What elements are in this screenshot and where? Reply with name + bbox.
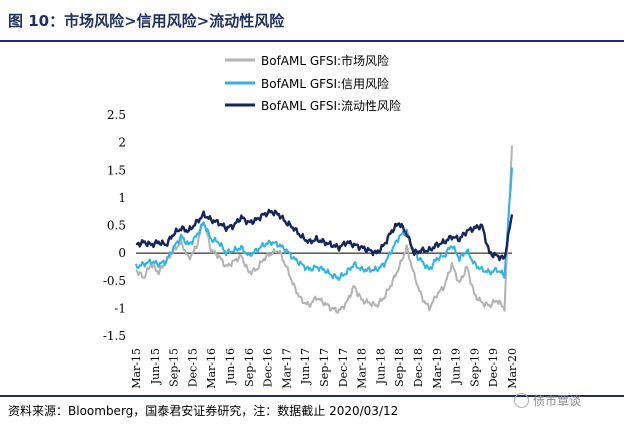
y-tick-label: 1 [118, 191, 126, 205]
y-tick-label: -0.5 [103, 274, 126, 288]
watermark-text: 债市覃谈 [533, 394, 582, 408]
x-tick-label: Jun-19 [450, 348, 463, 385]
y-tick-label: 2 [118, 136, 126, 150]
x-tick-label: Jun-15 [149, 348, 162, 385]
y-tick-label: -1 [114, 301, 126, 315]
source-note: 资料来源：Bloomberg，国泰君安证券研究，注：数据截止 2020/03/1… [8, 404, 399, 418]
x-tick-label: Dec-18 [412, 348, 425, 387]
legend-label: BofAML GFSI:市场风险 [261, 53, 389, 68]
figure-title: 图 10：市场风险>信用风险>流动性风险 [8, 12, 285, 30]
x-tick-label: Mar-20 [506, 348, 519, 389]
x-tick-label: Dec-16 [262, 348, 275, 387]
y-tick-label: -1.5 [103, 329, 126, 343]
x-tick-label: Sep-15 [168, 348, 181, 387]
x-tick-label: Mar-16 [205, 348, 218, 389]
x-tick-label: Mar-19 [431, 348, 444, 389]
series-line [135, 145, 513, 314]
x-tick-label: Dec-19 [487, 348, 500, 387]
series-line [135, 167, 513, 282]
x-tick-label: Sep-17 [318, 348, 331, 387]
legend-label: BofAML GFSI:流动性风险 [261, 98, 401, 113]
y-tick-label: 0.5 [107, 219, 126, 233]
x-tick-label: Mar-15 [130, 348, 143, 389]
x-tick-label: Mar-18 [356, 348, 369, 389]
line-chart: -1.5 -1 -0.5 0 0.5 1 1.5 2 2.5 Mar-15 Jun-15 Sep-15… [103, 53, 519, 389]
y-tick-label: 1.5 [107, 163, 126, 177]
x-tick-label: Sep-18 [393, 348, 406, 387]
footer-divider [0, 395, 624, 397]
x-tick-label: Sep-19 [468, 348, 481, 387]
legend-label: BofAML GFSI:信用风险 [261, 76, 389, 91]
x-tick-label: Jun-18 [374, 348, 387, 385]
x-tick-label: Mar-17 [280, 348, 293, 389]
x-tick-label: Dec-17 [337, 348, 350, 387]
watermark: 债市覃谈 [514, 392, 581, 409]
x-tick-label: Jun-17 [299, 348, 312, 385]
x-tick-label: Dec-15 [186, 348, 199, 387]
title-bar: 图 10：市场风险>信用风险>流动性风险 [0, 0, 624, 42]
series-line [135, 208, 514, 262]
x-tick-label: Jun-16 [224, 348, 237, 385]
y-tick-label: 2.5 [107, 108, 126, 122]
x-tick-label: Sep-16 [243, 348, 256, 387]
wechat-icon [514, 393, 529, 408]
y-tick-label: 0 [118, 246, 126, 260]
